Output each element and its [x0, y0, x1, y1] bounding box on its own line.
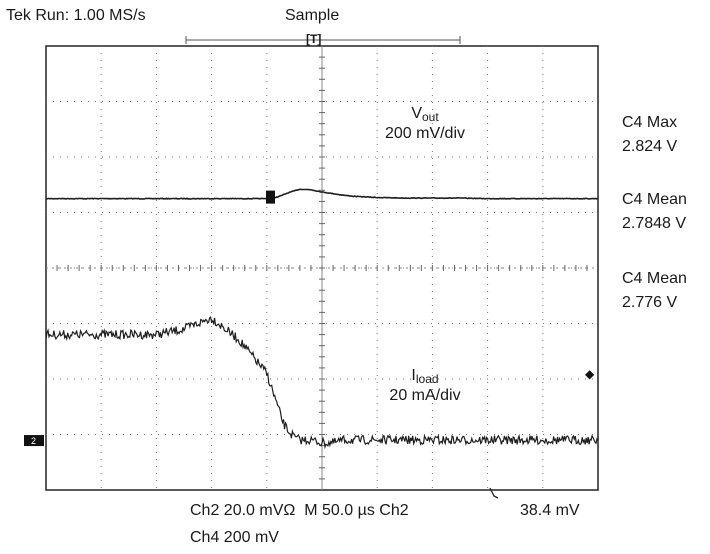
acquisition-mode: Sample	[285, 7, 340, 24]
ch2-scale-readout: Ch2 20.0 mVΩ M 50.0 µs Ch2	[190, 502, 409, 519]
iload-label: Iload 20 mA/div	[360, 366, 490, 406]
ch4-ground-marker	[266, 190, 275, 204]
measurement-value: 2.824 V	[622, 138, 678, 155]
iload-series-name: Iload	[411, 367, 439, 386]
vout-series-name: Vout	[411, 105, 439, 124]
measurement-value: 2.7848 V	[622, 215, 687, 232]
iload-scale: 20 mA/div	[389, 387, 461, 404]
vout-trace	[45, 188, 598, 200]
ch2-ground-marker-label: 2	[31, 436, 36, 446]
vout-scale: 200 mV/div	[384, 125, 466, 142]
ch4-scale-readout: Ch4 200 mV	[190, 529, 279, 546]
measurement-name: C4 Max	[622, 114, 678, 131]
trigger-slope-tick	[489, 487, 499, 499]
iload-trace	[45, 316, 599, 450]
measurement-name: C4 Mean	[622, 191, 687, 208]
trigger-level-readout: 38.4 mV	[520, 502, 580, 519]
measurement-value: 2.776 V	[622, 294, 678, 311]
trigger-marker: [T]	[306, 32, 322, 46]
timebase-readout: M 50.0 µs Ch2	[304, 502, 409, 519]
trigger-level-marker: ◆	[585, 367, 595, 381]
vout-label: Vout 200 mV/div	[360, 104, 490, 144]
run-status: Tek Run: 1.00 MS/s	[6, 7, 146, 24]
measurement-name: C4 Mean	[622, 270, 687, 287]
ch2-ground-marker	[24, 435, 44, 447]
